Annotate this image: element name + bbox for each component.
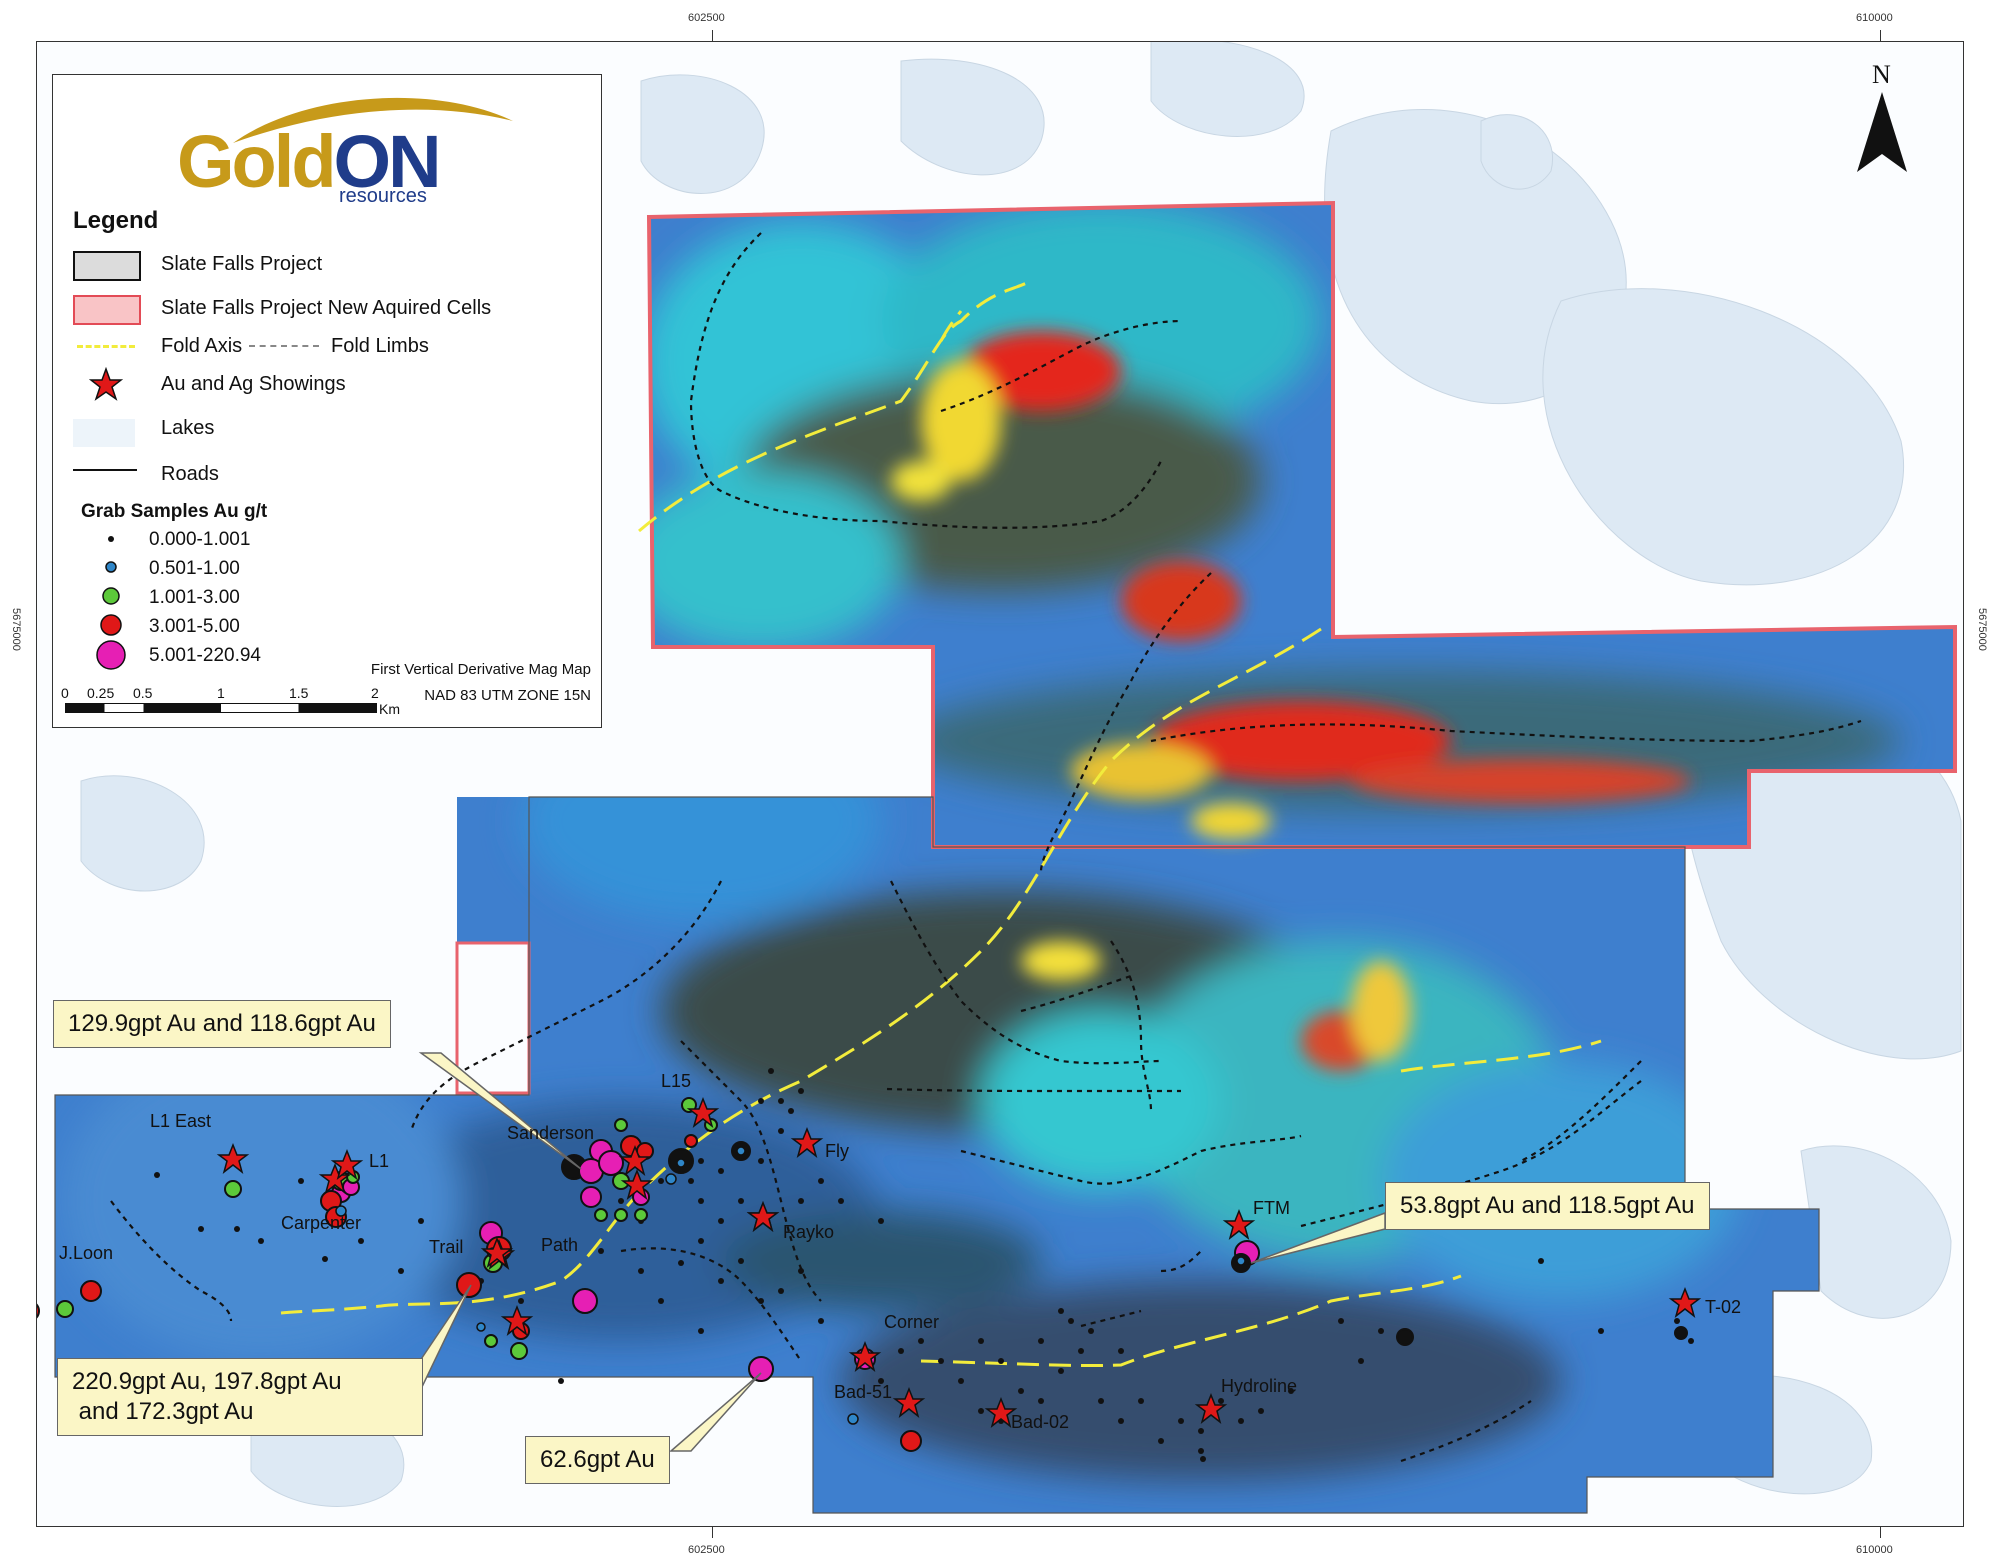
tick-top-1: [712, 30, 713, 41]
legend-fold-limbs: Fold Limbs: [331, 335, 429, 357]
lakes-layer: [80, 42, 1962, 1507]
label-l1: L1: [369, 1151, 390, 1171]
roads-swatch: [73, 469, 137, 471]
scale-tick-1: 1: [217, 685, 225, 701]
scale-tick-2: 2: [371, 685, 379, 701]
new-cells-outline: [646, 200, 1957, 849]
project-swatch: [73, 251, 141, 281]
grab-class-3: 1.001-3.00: [149, 587, 240, 608]
new-cells-swatch: [73, 295, 141, 325]
legend-title: Legend: [73, 207, 159, 234]
label-rayko: Rayko: [783, 1222, 835, 1242]
callout-129gpt: 129.9gpt Au and 118.6gpt Au: [53, 1000, 391, 1048]
logo-swoosh: [233, 97, 513, 143]
coord-top-602500: 602500: [688, 12, 725, 24]
label-t02: T-02: [1705, 1297, 1742, 1317]
legend-new-cells: Slate Falls Project New Aquired Cells: [161, 297, 492, 319]
coord-right-5675000: 5675000: [1976, 608, 1988, 651]
coord-left-5675000: 5675000: [10, 608, 22, 651]
tick-top-2: [1880, 30, 1881, 41]
label-j-loon: J.Loon: [59, 1243, 114, 1263]
callout-220gpt-line1: 220.9gpt Au, 197.8gpt Au: [72, 1368, 342, 1395]
datum-note: NAD 83 UTM ZONE 15N: [424, 687, 591, 704]
sample-dots-low: [154, 1068, 1694, 1462]
legend-roads: Roads: [161, 463, 219, 485]
label-trail: Trail: [429, 1237, 464, 1257]
lakes-swatch: [73, 419, 135, 447]
logo-on-text: ON: [333, 120, 442, 203]
legend-lakes: Lakes: [161, 417, 215, 439]
coord-bottom-610000: 610000: [1856, 1544, 1893, 1556]
north-arrow-icon: [1857, 92, 1907, 172]
scale-bar: [65, 703, 377, 713]
tick-bottom-1: [712, 1527, 713, 1538]
label-fly: Fly: [825, 1141, 849, 1161]
label-l1-east: L1 East: [150, 1111, 212, 1131]
label-bad51: Bad-51: [834, 1382, 893, 1402]
callout-62gpt: 62.6gpt Au: [525, 1436, 670, 1484]
scale-tick-05: 0.5: [133, 685, 153, 701]
callout-53gpt: 53.8gpt Au and 118.5gpt Au: [1385, 1182, 1710, 1230]
map-legend: GoldON resources Legend Slate Falls Proj…: [52, 74, 602, 728]
callout-220gpt: 220.9gpt Au, 197.8gpt Au and 172.3gpt Au: [57, 1358, 423, 1436]
project-outline: [54, 796, 1820, 1514]
label-bad02: Bad-02: [1011, 1412, 1070, 1432]
label-l15: L15: [661, 1071, 692, 1091]
showing-stars: [216, 1096, 1702, 1428]
legend-fold-axis: Fold Axis: [161, 335, 243, 357]
fold-limbs-swatch: [249, 345, 319, 347]
legend-project: Slate Falls Project: [161, 253, 323, 275]
grab-class-4: 3.001-5.00: [149, 616, 240, 637]
scale-unit: Km: [379, 701, 400, 717]
map-type-note: First Vertical Derivative Mag Map: [370, 661, 591, 678]
legend-showings: Au and Ag Showings: [161, 373, 346, 395]
label-corner: Corner: [884, 1312, 940, 1332]
map-canvas: [37, 42, 1962, 1514]
label-path: Path: [541, 1235, 579, 1255]
grab-class-5: 5.001-220.94: [149, 645, 261, 666]
north-arrow: N: [1852, 60, 1912, 190]
fold-axis-swatch: [77, 345, 135, 348]
star-icon: [89, 367, 123, 401]
grab-samples-title: Grab Samples Au g/t: [81, 501, 268, 522]
label-hydroline: Hydroline: [1221, 1376, 1298, 1396]
grab-sample-symbols: [96, 536, 126, 670]
map-frame: L1 East L1 Carpenter J.Loon Trail Path S…: [36, 41, 1964, 1527]
scale-tick-15: 1.5: [289, 685, 309, 701]
label-sanderson: Sanderson: [507, 1123, 595, 1143]
grab-class-1: 0.000-1.001: [149, 529, 251, 550]
north-label: N: [1872, 60, 1891, 89]
grab-class-2: 0.501-1.00: [149, 558, 240, 579]
coord-bottom-602500: 602500: [688, 1544, 725, 1556]
new-cells-outline-2: [455, 941, 531, 1095]
tick-bottom-2: [1880, 1527, 1881, 1538]
coord-top-610000: 610000: [1856, 12, 1893, 24]
label-ftm: FTM: [1253, 1198, 1290, 1218]
label-carpenter: Carpenter: [281, 1213, 362, 1233]
scale-tick-0: 0: [61, 685, 69, 701]
callout-220gpt-line2: and 172.3gpt Au: [72, 1398, 254, 1425]
scale-tick-025: 0.25: [87, 685, 115, 701]
fold-axis-lines: [280, 279, 1602, 1368]
fold-limb-lines: [110, 232, 1862, 1463]
logo-subtext: resources: [339, 185, 427, 207]
